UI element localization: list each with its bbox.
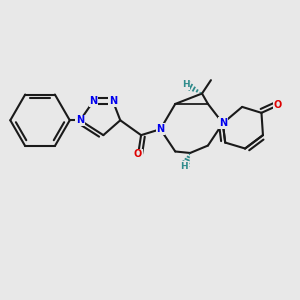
Text: N: N	[109, 96, 117, 106]
Text: N: N	[76, 115, 84, 125]
Text: O: O	[134, 149, 142, 160]
Text: H: H	[180, 162, 188, 171]
Text: O: O	[274, 100, 282, 110]
Text: N: N	[89, 96, 98, 106]
Text: N: N	[219, 118, 227, 128]
Text: H: H	[182, 80, 190, 89]
Text: N: N	[156, 124, 164, 134]
